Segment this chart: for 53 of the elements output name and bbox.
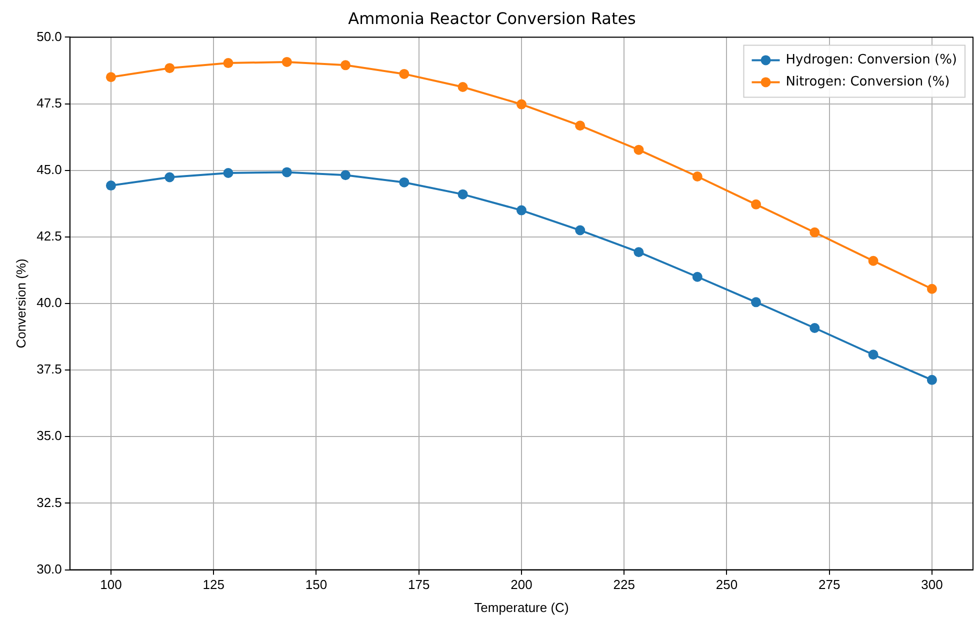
point bbox=[340, 170, 351, 180]
point bbox=[692, 272, 702, 282]
y-tick-label: 45.0 bbox=[36, 162, 62, 177]
x-tick-label: 250 bbox=[716, 577, 738, 592]
y-tick-label: 40.0 bbox=[36, 295, 62, 310]
x-tick-label: 275 bbox=[818, 577, 840, 592]
legend-label: Hydrogen: Conversion (%) bbox=[786, 52, 958, 68]
y-tick-label: 35.0 bbox=[36, 428, 62, 444]
point bbox=[868, 256, 878, 266]
x-axis-title: Temperature (C) bbox=[474, 600, 569, 615]
point bbox=[340, 60, 351, 70]
point bbox=[223, 168, 234, 178]
point bbox=[810, 227, 820, 238]
point bbox=[575, 225, 586, 236]
point bbox=[575, 120, 586, 131]
point bbox=[223, 58, 234, 68]
x-tick-label: 175 bbox=[408, 577, 430, 592]
y-tick-label: 37.5 bbox=[36, 362, 62, 377]
point bbox=[282, 56, 292, 67]
point bbox=[106, 72, 116, 82]
point bbox=[282, 167, 292, 178]
y-axis-title: Conversion (%) bbox=[13, 258, 28, 348]
point bbox=[926, 374, 937, 385]
x-tick-label: 300 bbox=[921, 577, 943, 592]
point bbox=[458, 189, 468, 200]
x-tick-label: 225 bbox=[613, 577, 635, 592]
y-tick-label: 47.5 bbox=[36, 95, 62, 110]
point bbox=[399, 68, 410, 79]
point bbox=[634, 247, 644, 258]
point bbox=[868, 350, 878, 360]
point bbox=[164, 63, 175, 74]
x-tick-label: 200 bbox=[510, 577, 532, 592]
x-tick-label: 100 bbox=[100, 577, 122, 592]
y-tick-label: 30.0 bbox=[36, 561, 62, 576]
y-tick-label: 50.0 bbox=[36, 28, 62, 44]
point bbox=[692, 171, 702, 182]
point bbox=[164, 172, 175, 182]
point bbox=[106, 180, 116, 191]
point bbox=[634, 144, 644, 155]
point bbox=[751, 199, 762, 210]
chart-title: Ammonia Reactor Conversion Rates bbox=[348, 8, 636, 28]
point bbox=[458, 82, 468, 92]
legend-label: Nitrogen: Conversion (%) bbox=[786, 74, 950, 90]
point bbox=[516, 205, 526, 216]
point bbox=[926, 284, 937, 294]
y-tick-label: 42.5 bbox=[36, 228, 62, 244]
x-tick-label: 125 bbox=[202, 577, 224, 592]
x-tick-label: 150 bbox=[305, 577, 328, 592]
point bbox=[399, 177, 410, 188]
point bbox=[810, 323, 820, 333]
point bbox=[751, 297, 762, 308]
y-tick-label: 32.5 bbox=[36, 494, 62, 510]
point bbox=[516, 99, 526, 110]
